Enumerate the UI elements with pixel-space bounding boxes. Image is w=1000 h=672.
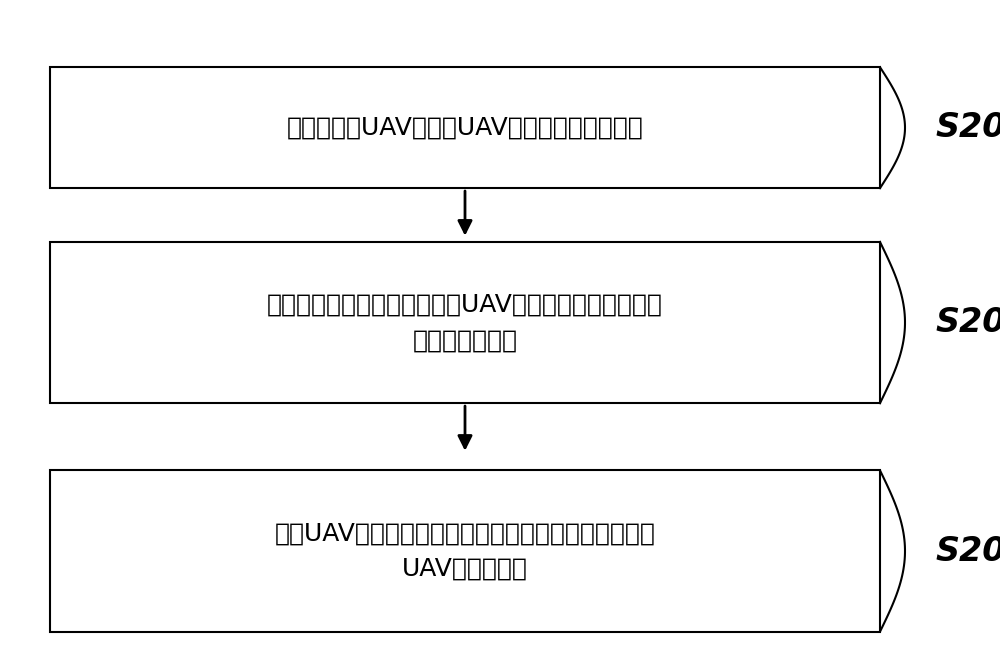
FancyBboxPatch shape xyxy=(50,470,880,632)
Text: 接收无人机UAV上报的UAV的飞行模式更改通知: 接收无人机UAV上报的UAV的飞行模式更改通知 xyxy=(287,116,643,140)
Text: S203: S203 xyxy=(935,534,1000,568)
FancyBboxPatch shape xyxy=(50,67,880,188)
Text: S202: S202 xyxy=(935,306,1000,339)
Text: 根据UAV的飞行模式由第一模式更改为第二模式更改对
UAV的控制策略: 根据UAV的飞行模式由第一模式更改为第二模式更改对 UAV的控制策略 xyxy=(275,521,655,581)
Text: S201: S201 xyxy=(935,111,1000,144)
FancyBboxPatch shape xyxy=(50,242,880,403)
Text: 根据该飞行模式更改通知确定UAV的飞行模式由第一模式
更改为第二模式: 根据该飞行模式更改通知确定UAV的飞行模式由第一模式 更改为第二模式 xyxy=(267,293,663,352)
